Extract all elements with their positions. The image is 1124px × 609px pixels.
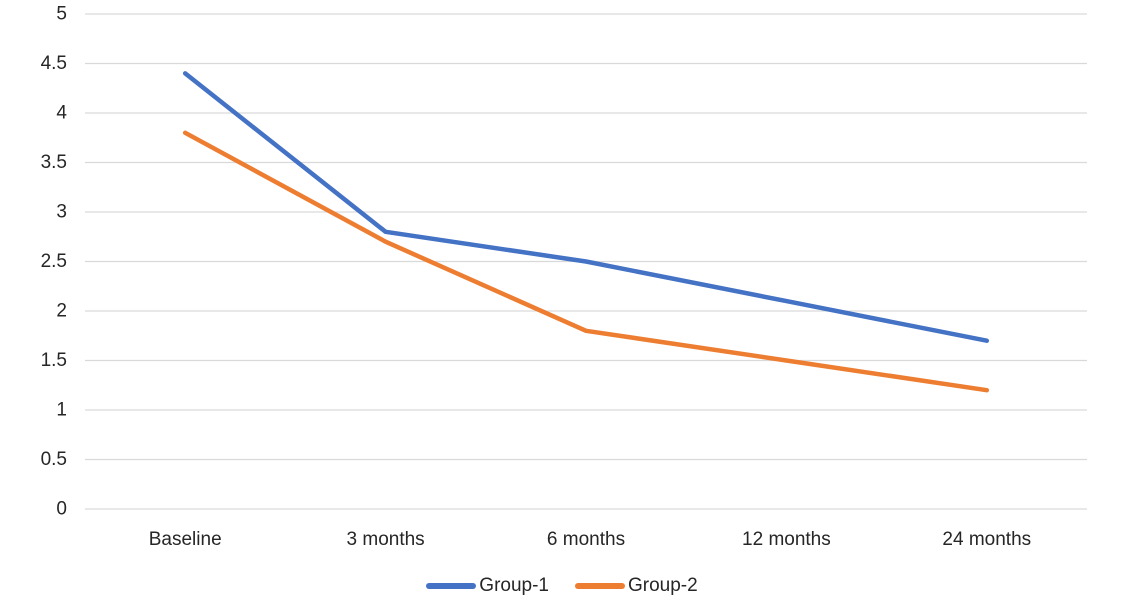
y-axis-tick-label: 4 [56, 103, 67, 124]
legend-swatch-group-1-icon [426, 582, 477, 589]
series-line-group-2 [182, 130, 990, 393]
y-axis-tick-label: 2.5 [41, 251, 67, 272]
legend-label-group-1: Group-1 [479, 575, 549, 596]
legend: Group-1 Group-2 [0, 576, 1124, 595]
x-axis-category-label: 6 months [547, 529, 625, 550]
legend-label-group-2: Group-2 [628, 575, 698, 596]
y-axis-tick-label: 5 [56, 4, 67, 25]
y-axis-tick-label: 1.5 [41, 350, 67, 371]
y-axis-tick-label: 0.5 [41, 449, 67, 470]
legend-item-group-2: Group-2 [575, 576, 698, 595]
y-axis-tick-label: 2 [56, 301, 67, 322]
x-axis-category-label: 3 months [347, 529, 425, 550]
y-axis-tick-label: 3 [56, 202, 67, 223]
x-axis-category-label: 12 months [742, 529, 831, 550]
legend-item-group-1: Group-1 [426, 576, 549, 595]
y-axis-tick-label: 0 [56, 499, 67, 520]
x-axis-category-label: Baseline [149, 529, 222, 550]
y-axis-tick-label: 3.5 [41, 152, 67, 173]
series-line-group-1 [182, 71, 990, 343]
x-axis-category-label: 24 months [942, 529, 1031, 550]
y-axis-tick-label: 4.5 [41, 53, 67, 74]
y-axis-tick-label: 1 [56, 400, 67, 421]
legend-swatch-group-2-icon [575, 582, 625, 589]
